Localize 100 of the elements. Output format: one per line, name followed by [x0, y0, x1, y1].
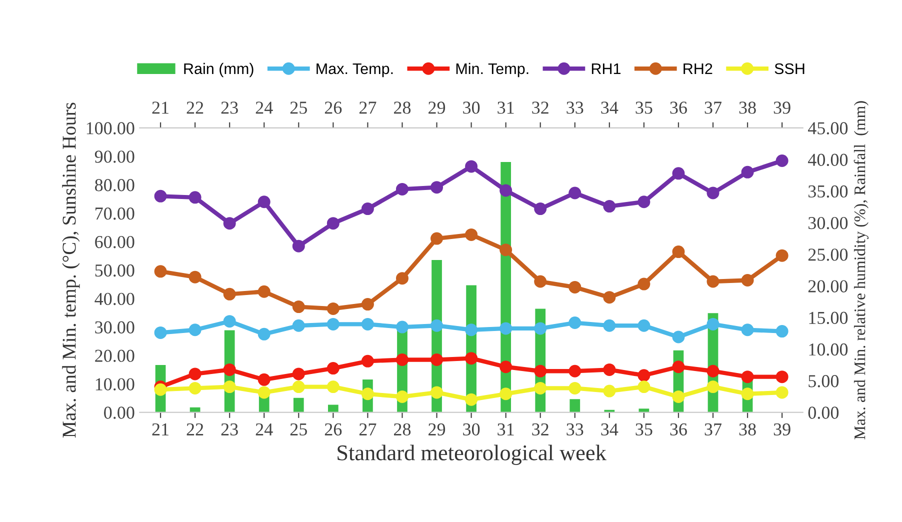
- y2-tick-label: 40.00: [808, 154, 848, 166]
- point: [361, 202, 374, 216]
- bar: [293, 398, 304, 412]
- legend-label: RH1: [592, 63, 621, 74]
- x-tick-label: 29: [428, 423, 446, 436]
- category-label: 30: [463, 102, 480, 114]
- point: [361, 318, 374, 330]
- point: [258, 328, 270, 340]
- point: [396, 320, 408, 334]
- point: [706, 275, 720, 288]
- point: [638, 369, 650, 382]
- category-label: 31: [498, 102, 514, 114]
- point: [706, 364, 720, 378]
- y2-tick-label: 0.00: [808, 406, 839, 419]
- point: [465, 393, 478, 406]
- category-label: 32: [532, 102, 548, 114]
- y2-tick-label: 45.00: [808, 122, 848, 134]
- point: [568, 280, 582, 294]
- point: [534, 364, 547, 378]
- x-tick-label: 36: [670, 423, 687, 436]
- y-tick-label: 90.00: [94, 150, 134, 163]
- y2-tick-label: 30.00: [808, 216, 848, 230]
- y-axis-title: Max. and Min. temp. (°C), Sunshine Hours: [62, 102, 80, 438]
- point: [776, 249, 788, 262]
- point: [741, 370, 754, 384]
- bar: [570, 399, 580, 412]
- y-tick-label: 70.00: [96, 207, 134, 220]
- y2-tick-label: 35.00: [808, 185, 848, 198]
- point: [638, 319, 650, 332]
- category-label: 36: [670, 102, 687, 114]
- point: [430, 232, 444, 245]
- point: [223, 288, 236, 300]
- bar: [328, 404, 338, 412]
- point: [534, 202, 547, 216]
- point: [292, 380, 305, 394]
- point: [223, 315, 236, 328]
- x-tick-label: 22: [186, 423, 204, 436]
- point: [188, 324, 202, 336]
- x-tick-label: 37: [704, 423, 722, 436]
- category-label: 26: [324, 102, 342, 114]
- category-label: 28: [394, 102, 411, 114]
- category-label: 22: [186, 102, 204, 114]
- point: [776, 154, 788, 168]
- point: [534, 382, 547, 394]
- x-axis-title: Standard meteorological week: [338, 444, 606, 465]
- point: [500, 388, 512, 400]
- point: [326, 362, 340, 375]
- legend-label: Rain (mm): [184, 62, 254, 78]
- point: [292, 319, 305, 332]
- point: [361, 354, 374, 368]
- x-tick-label: 25: [290, 423, 307, 436]
- point: [706, 318, 720, 330]
- x-tick-label: 24: [256, 423, 273, 436]
- point: [188, 368, 202, 380]
- point: [258, 285, 270, 298]
- point: [638, 278, 650, 290]
- point: [500, 244, 512, 256]
- category-label: 29: [428, 102, 446, 114]
- x-tick-label: 35: [636, 423, 652, 436]
- point: [568, 364, 582, 378]
- point: [361, 298, 374, 311]
- point: [776, 386, 788, 399]
- point: [672, 360, 685, 374]
- y-tick-label: 60.00: [95, 236, 134, 248]
- point: [568, 316, 582, 330]
- point: [154, 383, 167, 396]
- y2-tick-label: 15.00: [809, 312, 848, 324]
- legend-label: Min. Temp.: [456, 62, 528, 78]
- x-tick-label: 31: [498, 423, 514, 436]
- point: [188, 382, 202, 394]
- category-label: 33: [566, 102, 584, 114]
- point: [534, 322, 547, 335]
- x-tick-label: 34: [601, 423, 618, 436]
- point: [430, 319, 444, 332]
- category-label: 23: [221, 102, 238, 114]
- point: [430, 181, 444, 194]
- point: [672, 390, 685, 403]
- point: [430, 386, 444, 399]
- point: [500, 360, 512, 374]
- point: [154, 326, 167, 339]
- category-label: 35: [636, 102, 652, 114]
- point: [326, 217, 340, 230]
- point: [396, 390, 408, 403]
- y2-tick-label: 5.00: [808, 375, 839, 388]
- point: [603, 384, 616, 398]
- point: [396, 272, 408, 285]
- y-tick-label: 30.00: [95, 321, 134, 334]
- point: [465, 324, 478, 336]
- point: [396, 354, 408, 366]
- y-tick-label: 10.00: [96, 378, 134, 390]
- y-tick-label: 0.00: [104, 406, 134, 419]
- point: [188, 191, 202, 204]
- point: [638, 196, 650, 208]
- y-tick-label: 20.00: [95, 350, 134, 362]
- category-label: 34: [601, 102, 618, 114]
- point: [706, 186, 720, 200]
- y2-tick-label: 25.00: [808, 248, 848, 261]
- x-tick-label: 30: [463, 423, 480, 436]
- point: [465, 352, 478, 365]
- category-label: 21: [152, 102, 168, 114]
